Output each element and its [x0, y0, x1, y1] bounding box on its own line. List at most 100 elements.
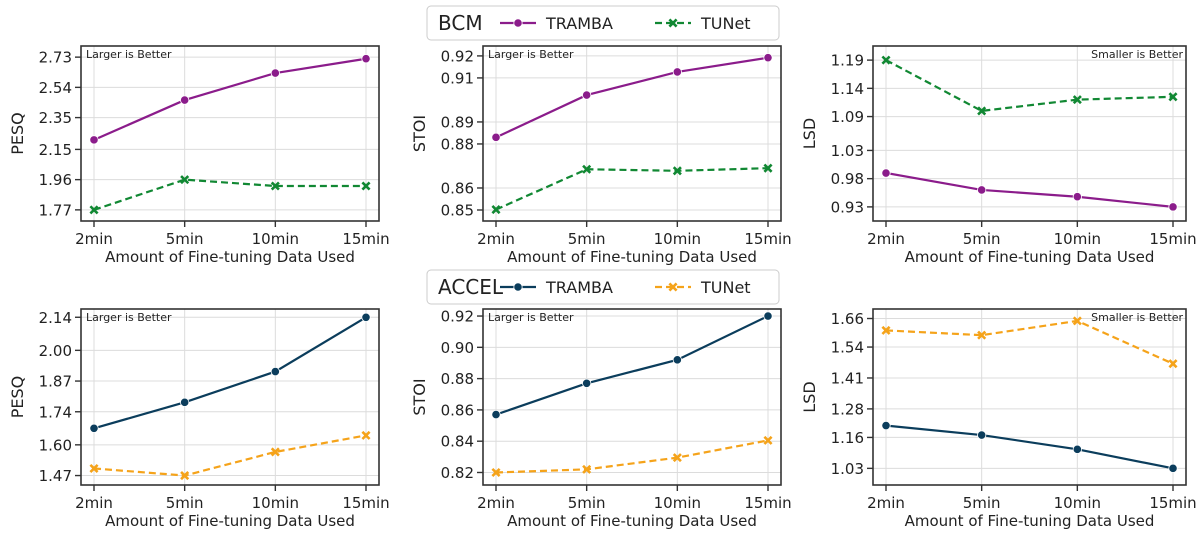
x-axis-label: Amount of Fine-tuning Data Used [105, 512, 355, 530]
chart-panel-5: 0.82 0.84 0.86 0.88 0.90 0.92 2min 5min 10min 15m… [410, 308, 792, 530]
x-tick-label: 10min [1054, 494, 1101, 512]
data-point-tunet [361, 430, 371, 440]
y-axis-label: LSD [800, 381, 819, 412]
x-axis-label: Amount of Fine-tuning Data Used [105, 248, 355, 266]
data-point-tramba [89, 423, 99, 433]
y-tick-label: 1.03 [831, 142, 864, 160]
data-point-tunet [491, 467, 501, 478]
y-tick-label: 1.09 [831, 108, 864, 126]
data-point-tunet [672, 166, 682, 176]
y-tick-label: 2.73 [39, 49, 72, 67]
y-tick-label: 0.85 [441, 201, 474, 219]
x-tick-label: 15min [744, 230, 791, 248]
y-axis-label: STOI [410, 115, 429, 152]
data-point-tunet [1072, 95, 1082, 105]
series-line-tunet [93, 434, 367, 477]
legend-label-tunet: TUNet [700, 14, 751, 33]
chart-panel-2: 0.85 0.86 0.88 0.89 0.91 0.92 2min 5min 10min 15m… [410, 45, 792, 266]
data-point-tramba [361, 54, 371, 64]
y-tick-label: 0.89 [441, 113, 474, 131]
y-tick-label: 0.92 [441, 308, 474, 326]
y-tick-label: 2.54 [39, 79, 72, 97]
data-point-tramba [672, 67, 682, 77]
y-tick-label: 0.86 [441, 401, 474, 419]
y-tick-label: 0.93 [831, 198, 864, 216]
y-tick-label: 1.87 [39, 373, 72, 391]
data-point-tunet [1168, 359, 1178, 369]
series-line-tunet [93, 178, 366, 211]
x-tick-label: 5min [568, 494, 606, 512]
y-tick-label: 1.66 [831, 310, 864, 328]
legend-label-tramba: TRAMBA [545, 14, 613, 33]
legend-bcm: BCM TRAMBA TUNet [426, 5, 780, 41]
data-point-tramba [582, 378, 592, 388]
chart-panel-1: 1.77 1.96 2.15 2.35 2.54 2.73 2min 5min 10min 15m… [8, 45, 390, 266]
data-point-tunet [977, 106, 987, 116]
data-point-tunet [763, 163, 773, 173]
series-line-tunet [495, 167, 769, 211]
data-point-tunet [881, 325, 891, 335]
legend-box [426, 5, 780, 41]
x-tick-label: 15min [342, 230, 389, 248]
x-tick-label: 2min [477, 230, 515, 248]
data-point-tunet [881, 55, 891, 65]
x-tick-label: 2min [867, 494, 905, 512]
series-line-tramba [885, 171, 1174, 208]
x-tick-label: 15min [1149, 494, 1196, 512]
x-tick-label: 5min [963, 230, 1001, 248]
y-tick-label: 0.90 [441, 339, 474, 357]
series-line-tramba [495, 315, 769, 416]
series-line-tunet [495, 439, 769, 474]
x-tick-label: 15min [744, 494, 791, 512]
data-point-tramba [1072, 444, 1082, 454]
x-tick-label: 10min [654, 230, 701, 248]
data-point-tramba [180, 397, 190, 407]
series-line-tramba [885, 424, 1174, 470]
plot-frame [872, 308, 1187, 486]
plot-frame [80, 45, 380, 222]
data-point-tramba [881, 420, 891, 431]
data-point-tramba [1168, 463, 1178, 473]
y-tick-label: 1.96 [39, 171, 72, 189]
data-point-tramba [180, 95, 190, 105]
annotation-note: Larger is Better [488, 311, 574, 324]
legend-title: BCM [438, 11, 483, 35]
y-tick-label: 0.98 [831, 170, 864, 188]
data-point-tunet [270, 181, 280, 191]
y-tick-label: 0.84 [441, 433, 474, 451]
legend-marker-tramba [513, 18, 523, 28]
y-tick-label: 1.74 [39, 403, 72, 421]
y-tick-label: 0.92 [441, 47, 474, 65]
data-point-tramba [763, 311, 773, 321]
data-point-tunet [89, 463, 99, 473]
legend-label-tramba: TRAMBA [545, 278, 613, 297]
series-line-tunet [885, 319, 1174, 365]
legend-label-tunet: TUNet [700, 278, 751, 297]
x-axis-label: Amount of Fine-tuning Data Used [507, 512, 757, 530]
chart-panel-3: 0.93 0.98 1.03 1.09 1.14 1.19 2min 5min 10min 15m… [800, 45, 1197, 266]
annotation-note: Larger is Better [488, 48, 574, 61]
series-line-tramba [495, 56, 769, 139]
data-point-tramba [672, 355, 682, 365]
y-tick-label: 1.47 [39, 467, 72, 485]
data-point-tunet [491, 205, 501, 215]
data-point-tramba [361, 312, 371, 322]
x-tick-label: 15min [342, 494, 389, 512]
data-point-tunet [977, 330, 987, 340]
y-tick-label: 1.16 [831, 429, 864, 447]
x-tick-label: 5min [963, 494, 1001, 512]
y-tick-label: 0.88 [441, 370, 474, 388]
data-point-tramba [977, 185, 987, 195]
annotation-note: Smaller is Better [1091, 48, 1183, 61]
y-tick-label: 1.54 [831, 339, 864, 357]
x-axis-label: Amount of Fine-tuning Data Used [507, 248, 757, 266]
y-tick-label: 2.00 [39, 342, 72, 360]
plot-frame [482, 45, 782, 222]
legend-marker-tunet [668, 18, 678, 28]
x-axis-label: Amount of Fine-tuning Data Used [905, 248, 1155, 266]
y-tick-label: 0.86 [441, 179, 474, 197]
data-point-tramba [270, 367, 280, 377]
x-axis-label: Amount of Fine-tuning Data Used [905, 512, 1155, 530]
y-tick-label: 0.88 [441, 135, 474, 153]
